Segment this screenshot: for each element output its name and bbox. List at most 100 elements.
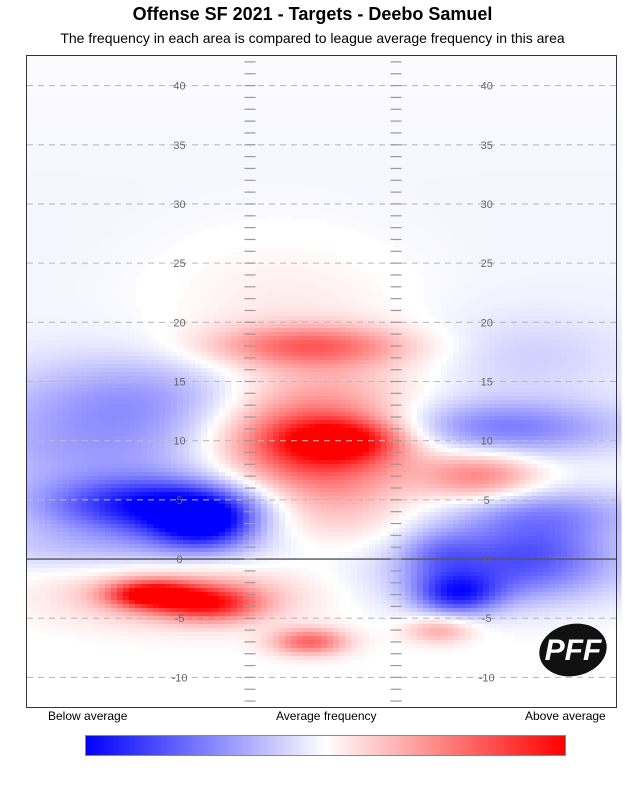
heatmap-cell xyxy=(321,56,328,61)
heatmap-cell xyxy=(33,220,40,225)
heatmap-cell xyxy=(213,188,220,193)
heatmap-cell xyxy=(303,208,310,213)
heatmap-cell xyxy=(99,60,106,65)
heatmap-cell xyxy=(231,208,238,213)
heatmap-cell xyxy=(603,144,610,149)
heatmap-cell xyxy=(171,168,178,173)
heatmap-cell xyxy=(171,208,178,213)
heatmap-cell xyxy=(351,184,358,189)
heatmap-cell xyxy=(483,224,490,229)
heatmap-cell xyxy=(453,64,460,69)
heatmap-cell xyxy=(381,116,388,121)
heatmap-cell xyxy=(321,164,328,169)
heatmap-cell xyxy=(483,156,490,161)
heatmap-cell xyxy=(357,208,364,213)
heatmap-cell xyxy=(405,164,412,169)
heatmap-cell xyxy=(63,252,70,257)
heatmap-cell xyxy=(105,116,112,121)
heatmap-cell xyxy=(483,264,490,269)
heatmap-cell xyxy=(33,188,40,193)
heatmap-cell xyxy=(201,220,208,225)
heatmap-cell xyxy=(141,96,148,101)
heatmap-cell xyxy=(273,88,280,93)
heatmap-cell xyxy=(117,136,124,141)
heatmap-cell xyxy=(381,204,388,209)
heatmap-cell xyxy=(609,260,616,265)
heatmap-cell xyxy=(411,56,418,61)
heatmap-cell xyxy=(45,56,52,61)
heatmap-cell xyxy=(507,148,514,153)
heatmap-cell xyxy=(399,72,406,77)
heatmap-cell xyxy=(387,56,394,61)
heatmap-cell xyxy=(471,212,478,217)
heatmap-cell xyxy=(81,268,88,273)
heatmap-cell xyxy=(423,200,430,205)
heatmap-cell xyxy=(39,196,46,201)
heatmap-cell xyxy=(417,204,424,209)
heatmap-cell xyxy=(453,132,460,137)
heatmap-cell xyxy=(525,184,532,189)
heatmap-cell xyxy=(513,224,520,229)
heatmap-cell xyxy=(195,60,202,65)
heatmap-cell xyxy=(39,84,46,89)
heatmap-cell xyxy=(141,76,148,81)
heatmap-cell xyxy=(81,188,88,193)
heatmap-cell xyxy=(429,196,436,201)
heatmap-cell xyxy=(507,68,514,73)
heatmap-cell xyxy=(525,224,532,229)
heatmap-cell xyxy=(159,148,166,153)
heatmap-cell xyxy=(285,60,292,65)
heatmap-cell xyxy=(195,192,202,197)
heatmap-cell xyxy=(39,108,46,113)
heatmap-cell xyxy=(459,68,466,73)
heatmap-cell xyxy=(351,96,358,101)
heatmap-cell xyxy=(135,100,142,105)
heatmap-cell xyxy=(609,64,616,69)
heatmap-cell xyxy=(399,76,406,81)
heatmap-cell xyxy=(417,84,424,89)
heatmap-cell xyxy=(447,192,454,197)
heatmap-cell xyxy=(417,96,424,101)
heatmap-cell xyxy=(585,160,592,165)
heatmap-cell xyxy=(45,100,52,105)
heatmap-cell xyxy=(237,216,244,221)
heatmap-cell xyxy=(315,164,322,169)
heatmap-cell xyxy=(165,200,172,205)
heatmap-cell xyxy=(327,188,334,193)
heatmap-cell xyxy=(465,136,472,141)
heatmap-cell xyxy=(291,112,298,117)
heatmap-cell xyxy=(153,208,160,213)
heatmap-cell xyxy=(63,204,70,209)
heatmap-cell xyxy=(345,124,352,129)
heatmap-cell xyxy=(417,128,424,133)
heatmap-cell xyxy=(183,192,190,197)
heatmap-cell xyxy=(543,144,550,149)
heatmap-cell xyxy=(411,124,418,129)
heatmap-cell xyxy=(117,72,124,77)
heatmap-cell xyxy=(471,152,478,157)
heatmap-cell xyxy=(357,84,364,89)
heatmap-cell xyxy=(477,72,484,77)
heatmap-cell xyxy=(57,240,64,245)
heatmap-cell xyxy=(489,92,496,97)
heatmap-cell xyxy=(387,80,394,85)
heatmap-cell xyxy=(495,56,502,61)
heatmap-cell xyxy=(561,160,568,165)
heatmap-cell xyxy=(477,80,484,85)
heatmap-cell xyxy=(273,176,280,181)
heatmap-cell xyxy=(495,152,502,157)
heatmap-cell xyxy=(99,88,106,93)
heatmap-cell xyxy=(465,236,472,241)
heatmap-cell xyxy=(153,216,160,221)
heatmap-cell xyxy=(465,192,472,197)
heatmap-cell xyxy=(555,200,562,205)
heatmap-cell xyxy=(471,268,478,273)
heatmap-cell xyxy=(357,144,364,149)
heatmap-cell xyxy=(507,156,514,161)
heatmap-cell xyxy=(327,136,334,141)
heatmap-cell xyxy=(489,128,496,133)
heatmap-cell xyxy=(387,240,394,245)
heatmap-cell xyxy=(93,88,100,93)
heatmap-cell xyxy=(105,100,112,105)
heatmap-cell xyxy=(519,200,526,205)
